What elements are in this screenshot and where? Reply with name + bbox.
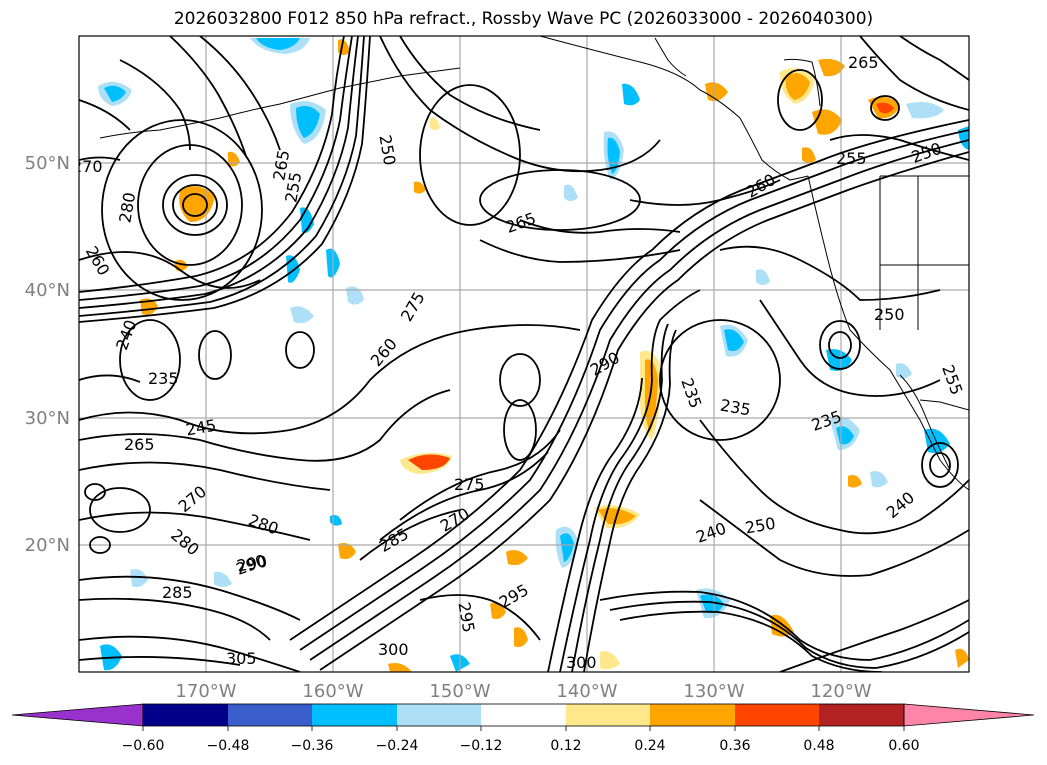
closed-contours (84, 69, 959, 554)
colorbar-segment (312, 704, 397, 726)
contour-label: 270 (175, 482, 211, 516)
lat-label-40: 40°N (25, 280, 70, 301)
negative-anomaly-shading (98, 38, 969, 672)
contour-label: 245 (184, 416, 217, 440)
colorbar-tick-label: −0.12 (460, 738, 503, 754)
contour-label: 235 (677, 376, 705, 411)
lon-label-140w: 140°W (556, 681, 617, 702)
contour-label: 270 (437, 504, 473, 536)
colorbar-extend-high (903, 703, 1035, 727)
contour-label: 240 (112, 317, 140, 352)
colorbar-tick-label: 0.24 (634, 738, 665, 754)
contour-label: 265 (124, 435, 155, 454)
longitude-labels: 170°W 160°W 150°W 140°W 130°W 120°W (175, 681, 871, 702)
contour-label: 290 (234, 551, 269, 579)
contour-label: 255 (836, 149, 867, 168)
colorbar-segment (228, 704, 312, 726)
colorbar-segment (650, 704, 735, 726)
contour-label: 280 (167, 525, 203, 559)
contour-label: 265 (848, 53, 879, 72)
colorbar-tick-label: −0.24 (376, 738, 419, 754)
shading-layer (98, 38, 969, 672)
contour-label: 280 (115, 191, 139, 224)
contour-label: 240 (694, 519, 729, 547)
latitude-labels: 50°N 40°N 30°N 20°N (25, 153, 70, 556)
contour-label: 235 (148, 369, 179, 388)
colorbar: −0.60 −0.48 −0.36 −0.24 −0.12 0.12 0.24 … (11, 703, 1035, 754)
contour-label: 250 (744, 514, 777, 538)
colorbar-tick-label: 0.12 (550, 738, 581, 754)
contour-label: 285 (162, 583, 193, 602)
colorbar-tick-label: 0.36 (719, 738, 750, 754)
contour-label: 255 (938, 362, 966, 397)
colorbar-tick-label: −0.48 (207, 738, 250, 754)
lat-label-50: 50°N (25, 153, 70, 174)
map-title: 2026032800 F012 850 hPa refract., Rossby… (173, 9, 874, 29)
contour-label: 300 (378, 640, 409, 659)
contour-label: 235 (719, 395, 752, 419)
contour-label: 250 (874, 305, 905, 324)
colorbar-ticks (142, 726, 905, 731)
colorbar-segment (143, 704, 228, 726)
lon-label-130w: 130°W (683, 681, 744, 702)
contour-label: 275 (454, 475, 485, 494)
contour-label: 255 (281, 171, 305, 204)
contour-label: 250 (375, 133, 399, 166)
jet-contour-bundle (79, 36, 371, 323)
gridlines (79, 36, 969, 672)
contour-label: 270 (72, 157, 103, 176)
trough-contour-bundle (547, 289, 701, 672)
refractivity-contours (79, 36, 969, 672)
contour-label: 240 (883, 488, 919, 522)
contour-label: 260 (367, 334, 401, 370)
contour-label: 280 (246, 510, 281, 538)
coastlines (99, 36, 969, 491)
southern-jet-bundle (599, 590, 969, 672)
ridge-contour-bundle (289, 119, 969, 671)
contour-label: 265 (503, 209, 538, 237)
contour-label: 295 (454, 601, 478, 634)
contour-label: 275 (397, 289, 429, 325)
lon-label-120w: 120°W (810, 681, 871, 702)
colorbar-tick-label: 0.48 (803, 738, 834, 754)
contour-label: 305 (226, 649, 257, 668)
colorbar-extend-low (11, 703, 144, 727)
colorbar-tick-label: −0.60 (122, 738, 165, 754)
colorbar-tick-label: 0.60 (888, 738, 919, 754)
colorbar-tick-label: −0.36 (291, 738, 334, 754)
lon-label-170w: 170°W (175, 681, 236, 702)
colorbar-tick-labels: −0.60 −0.48 −0.36 −0.24 −0.12 0.12 0.24 … (122, 738, 920, 754)
lat-label-30: 30°N (25, 408, 70, 429)
colorbar-segment (481, 704, 566, 726)
colorbar-segment (566, 704, 650, 726)
lat-label-20: 20°N (25, 535, 70, 556)
contour-label: 300 (566, 653, 597, 672)
background-contours (79, 36, 969, 672)
map-frame (78, 35, 970, 673)
colorbar-segment (819, 704, 904, 726)
colorbar-segment (735, 704, 819, 726)
colorbar-segment (397, 704, 481, 726)
lon-label-150w: 150°W (429, 681, 490, 702)
lon-label-160w: 160°W (302, 681, 363, 702)
